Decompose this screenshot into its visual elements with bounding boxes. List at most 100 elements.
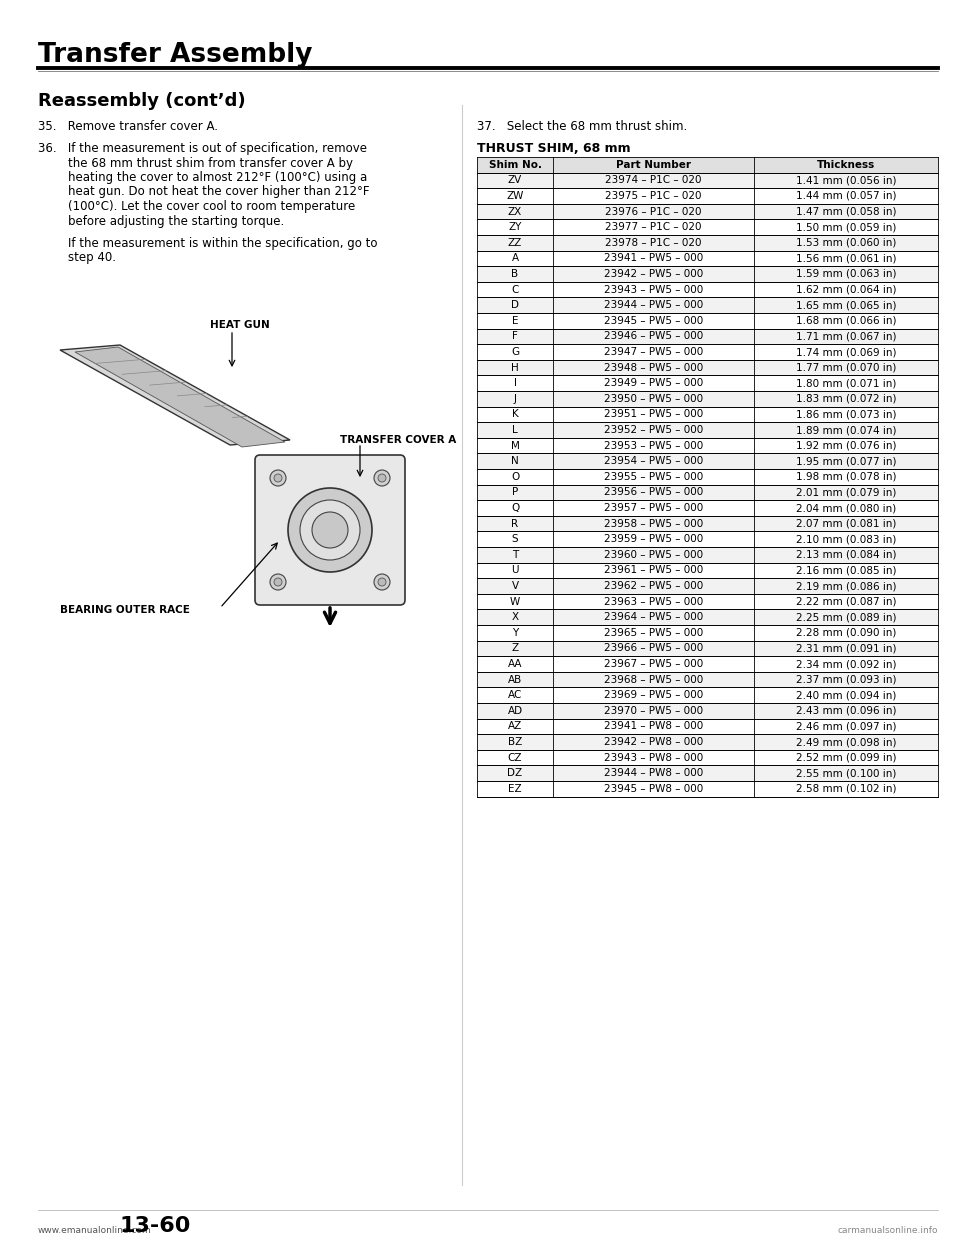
Text: Shim No.: Shim No. [489,160,541,170]
Text: K: K [512,410,518,420]
Text: 35.   Remove transfer cover A.: 35. Remove transfer cover A. [38,120,218,133]
Text: Y: Y [512,627,518,638]
Text: 23959 – PW5 – 000: 23959 – PW5 – 000 [604,534,703,544]
Text: 1.98 mm (0.078 in): 1.98 mm (0.078 in) [796,472,896,482]
Text: DZ: DZ [508,769,522,779]
Bar [477,344,938,360]
Text: 23957 – PW5 – 000: 23957 – PW5 – 000 [604,503,703,513]
Text: 1.95 mm (0.077 in): 1.95 mm (0.077 in) [796,456,896,466]
Bar [477,266,938,282]
Text: 13-60: 13-60 [120,1216,191,1236]
Circle shape [274,474,282,482]
Text: Q: Q [511,503,519,513]
Bar [477,641,938,656]
Bar [477,282,938,297]
Text: 23970 – PW5 – 000: 23970 – PW5 – 000 [604,705,703,715]
Text: 2.19 mm (0.086 in): 2.19 mm (0.086 in) [796,581,896,591]
Text: W: W [510,596,520,606]
Bar [477,469,938,484]
Circle shape [378,474,386,482]
Text: 23977 – P1C – 020: 23977 – P1C – 020 [605,222,702,232]
Text: BZ: BZ [508,737,522,746]
Bar [477,484,938,501]
Text: 23961 – PW5 – 000: 23961 – PW5 – 000 [604,565,703,575]
Bar [477,781,938,796]
Text: 1.50 mm (0.059 in): 1.50 mm (0.059 in) [796,222,896,232]
Text: T: T [512,550,518,560]
Text: ZV: ZV [508,175,522,185]
Text: 23949 – PW5 – 000: 23949 – PW5 – 000 [604,379,703,389]
FancyBboxPatch shape [255,455,405,605]
Text: 23969 – PW5 – 000: 23969 – PW5 – 000 [604,691,703,700]
Text: 23950 – PW5 – 000: 23950 – PW5 – 000 [604,394,703,404]
Text: 1.89 mm (0.074 in): 1.89 mm (0.074 in) [796,425,896,435]
Text: A: A [512,253,518,263]
Bar [477,189,938,204]
Text: 2.01 mm (0.079 in): 2.01 mm (0.079 in) [796,487,896,497]
Bar [477,251,938,266]
Text: BEARING OUTER RACE: BEARING OUTER RACE [60,605,190,615]
Bar [477,734,938,750]
Bar [477,297,938,313]
Text: 2.13 mm (0.084 in): 2.13 mm (0.084 in) [796,550,896,560]
Bar [477,235,938,251]
Text: 1.74 mm (0.069 in): 1.74 mm (0.069 in) [796,347,896,356]
Bar [477,594,938,610]
Text: 23952 – PW5 – 000: 23952 – PW5 – 000 [604,425,703,435]
Bar [477,687,938,703]
Text: CZ: CZ [508,753,522,763]
Text: 1.53 mm (0.060 in): 1.53 mm (0.060 in) [796,237,896,248]
Text: 23976 – P1C – 020: 23976 – P1C – 020 [605,206,702,216]
Text: 1.56 mm (0.061 in): 1.56 mm (0.061 in) [796,253,896,263]
Text: 23945 – PW5 – 000: 23945 – PW5 – 000 [604,315,703,325]
Text: J: J [514,394,516,404]
Text: AD: AD [508,705,522,715]
Bar [477,329,938,344]
Text: 23958 – PW5 – 000: 23958 – PW5 – 000 [604,519,703,529]
Bar [477,515,938,532]
Polygon shape [75,347,285,447]
Text: 23978 – P1C – 020: 23978 – P1C – 020 [605,237,702,248]
Text: (100°C). Let the cover cool to room temperature: (100°C). Let the cover cool to room temp… [38,200,355,212]
Text: 23948 – PW5 – 000: 23948 – PW5 – 000 [604,363,703,373]
Text: G: G [511,347,519,356]
Text: 23943 – PW8 – 000: 23943 – PW8 – 000 [604,753,703,763]
Text: 2.04 mm (0.080 in): 2.04 mm (0.080 in) [796,503,896,513]
Text: P: P [512,487,518,497]
Text: ZX: ZX [508,206,522,216]
Bar [477,360,938,375]
Text: 23942 – PW8 – 000: 23942 – PW8 – 000 [604,737,703,746]
Circle shape [312,512,348,548]
Text: Part Number: Part Number [615,160,691,170]
Bar [477,703,938,719]
Text: 23960 – PW5 – 000: 23960 – PW5 – 000 [604,550,703,560]
Text: 36.   If the measurement is out of specification, remove: 36. If the measurement is out of specifi… [38,142,367,155]
Bar [477,750,938,765]
Text: 23943 – PW5 – 000: 23943 – PW5 – 000 [604,284,703,294]
Text: Reassembly (cont’d): Reassembly (cont’d) [38,92,246,111]
Text: B: B [512,270,518,279]
Bar [477,220,938,235]
Text: 1.65 mm (0.065 in): 1.65 mm (0.065 in) [796,301,896,310]
Text: V: V [512,581,518,591]
Text: 23966 – PW5 – 000: 23966 – PW5 – 000 [604,643,703,653]
Text: 2.52 mm (0.099 in): 2.52 mm (0.099 in) [796,753,896,763]
Circle shape [378,578,386,586]
Text: 2.55 mm (0.100 in): 2.55 mm (0.100 in) [796,769,896,779]
Text: X: X [512,612,518,622]
Circle shape [274,578,282,586]
Bar [477,765,938,781]
Text: 2.16 mm (0.085 in): 2.16 mm (0.085 in) [796,565,896,575]
Text: 2.40 mm (0.094 in): 2.40 mm (0.094 in) [796,691,896,700]
Text: 23967 – PW5 – 000: 23967 – PW5 – 000 [604,660,703,669]
Text: heat gun. Do not heat the cover higher than 212°F: heat gun. Do not heat the cover higher t… [38,185,370,199]
Circle shape [374,574,390,590]
Text: 1.41 mm (0.056 in): 1.41 mm (0.056 in) [796,175,896,185]
Bar [477,406,938,422]
Text: 2.37 mm (0.093 in): 2.37 mm (0.093 in) [796,674,896,684]
Text: AC: AC [508,691,522,700]
Text: 23974 – P1C – 020: 23974 – P1C – 020 [605,175,702,185]
Text: 2.31 mm (0.091 in): 2.31 mm (0.091 in) [796,643,896,653]
Bar [477,610,938,625]
Text: 1.92 mm (0.076 in): 1.92 mm (0.076 in) [796,441,896,451]
